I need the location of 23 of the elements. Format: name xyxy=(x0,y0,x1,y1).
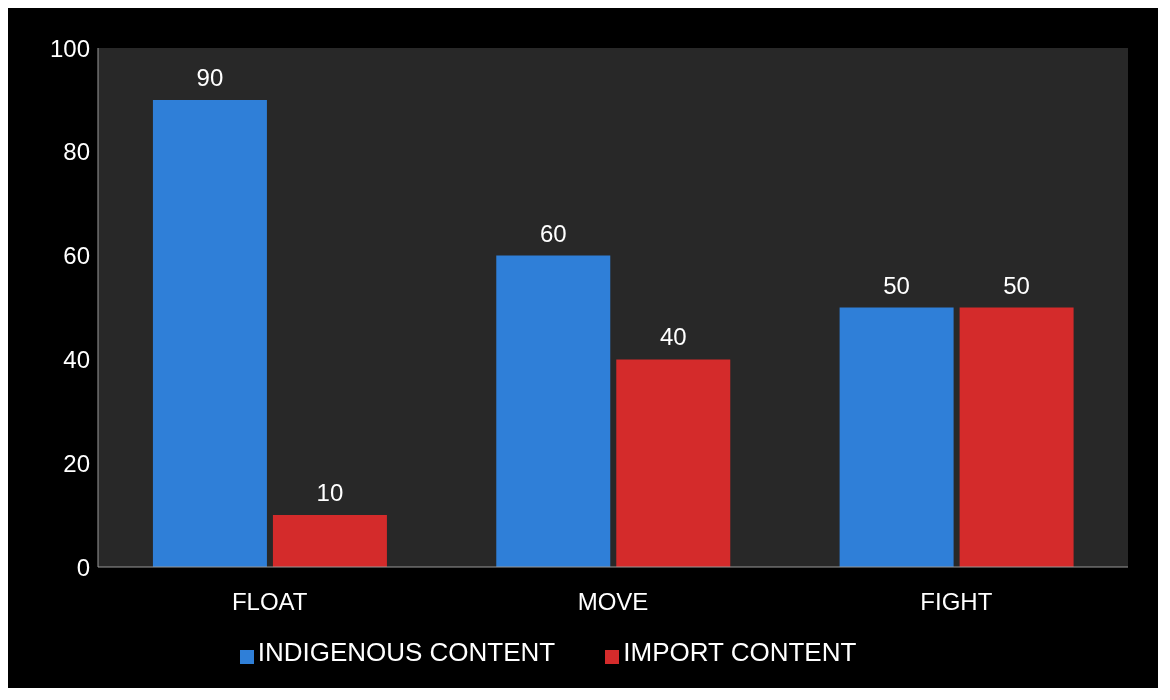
bar xyxy=(496,255,611,567)
data-label: 50 xyxy=(883,271,910,299)
y-tick-label: 60 xyxy=(63,242,90,270)
data-label: 60 xyxy=(539,219,567,247)
x-tick-label: FIGHT xyxy=(920,588,993,616)
data-label: 40 xyxy=(659,323,687,351)
data-label: 10 xyxy=(316,479,344,507)
y-tick-label: 0 xyxy=(76,553,90,581)
y-tick-label: 80 xyxy=(63,138,90,166)
bar xyxy=(616,359,731,567)
y-tick-label: 100 xyxy=(49,34,90,62)
data-label: 90 xyxy=(196,63,224,91)
bar xyxy=(152,99,267,567)
bar xyxy=(959,307,1074,567)
x-tick-label: MOVE xyxy=(577,588,649,616)
legend-label: INDIGENOUS CONTENT xyxy=(257,637,556,667)
bar xyxy=(839,307,954,567)
x-tick-label: FLOAT xyxy=(231,588,308,616)
bar xyxy=(272,515,387,567)
data-label: 50 xyxy=(1003,271,1030,299)
y-tick-label: 20 xyxy=(63,449,90,477)
legend-label: IMPORT CONTENT xyxy=(623,637,857,667)
y-tick-label: 40 xyxy=(63,345,90,373)
